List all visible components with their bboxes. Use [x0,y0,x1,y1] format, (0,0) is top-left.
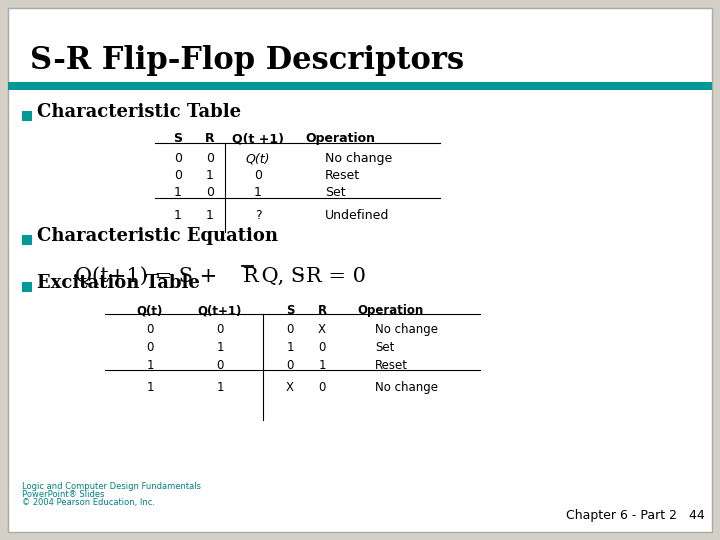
Text: ·: · [298,267,305,286]
Text: 0: 0 [206,186,214,199]
Text: Q(t+1) = S +: Q(t+1) = S + [75,267,224,286]
Text: Characteristic Table: Characteristic Table [37,103,241,121]
Text: 0: 0 [216,323,224,336]
Bar [22,282,32,292]
Text: Set: Set [325,186,346,199]
Text: ?: ? [255,209,261,222]
Text: 1: 1 [146,359,154,372]
Text: Undefined: Undefined [325,209,390,222]
Text: PowerPoint® Slides: PowerPoint® Slides [22,490,104,499]
Text: 1: 1 [206,169,214,182]
Text: S-R Flip-Flop Descriptors: S-R Flip-Flop Descriptors [30,45,464,76]
Text: R: R [243,267,258,286]
Text: Set: Set [375,341,395,354]
Text: © 2004 Pearson Education, Inc.: © 2004 Pearson Education, Inc. [22,498,155,507]
Bar [22,235,32,245]
Text: 0: 0 [146,323,153,336]
Text: Reset: Reset [325,169,360,182]
Text: 1: 1 [216,341,224,354]
Text: 1: 1 [146,381,154,394]
Text: No change: No change [325,152,392,165]
Bar [22,111,32,121]
Text: Operation: Operation [305,132,375,145]
Text: Q(t +1): Q(t +1) [232,132,284,145]
Text: R: R [318,304,327,317]
Text: Q(t+1): Q(t+1) [198,304,242,317]
Text: 0: 0 [174,152,182,165]
Text: Excitation Table: Excitation Table [37,274,200,292]
Text: 1: 1 [174,186,182,199]
Text: Operation: Operation [357,304,423,317]
Text: 1: 1 [174,209,182,222]
Text: 0: 0 [174,169,182,182]
Text: Q(t): Q(t) [246,152,270,165]
Text: 0: 0 [318,341,325,354]
Bar [8,82,712,90]
Text: 0: 0 [146,341,153,354]
Text: X: X [286,381,294,394]
Text: 1: 1 [216,381,224,394]
Text: X: X [318,323,326,336]
Text: Q(t): Q(t) [137,304,163,317]
Text: Reset: Reset [375,359,408,372]
Text: 1: 1 [287,341,294,354]
Text: R = 0: R = 0 [306,267,366,286]
Text: Characteristic Equation: Characteristic Equation [37,227,278,245]
Text: 0: 0 [287,359,294,372]
Text: 1: 1 [206,209,214,222]
Text: No change: No change [375,381,438,394]
Text: Chapter 6 - Part 2   44: Chapter 6 - Part 2 44 [566,509,705,522]
FancyBboxPatch shape [8,8,712,532]
Text: Q, S: Q, S [255,267,305,286]
Text: 0: 0 [254,169,262,182]
Text: 0: 0 [287,323,294,336]
Text: S: S [286,304,294,317]
Text: 1: 1 [318,359,325,372]
Text: S: S [174,132,182,145]
Text: R: R [205,132,215,145]
Text: 0: 0 [206,152,214,165]
Text: Logic and Computer Design Fundamentals: Logic and Computer Design Fundamentals [22,482,201,491]
Text: No change: No change [375,323,438,336]
Text: 0: 0 [318,381,325,394]
Text: 1: 1 [254,186,262,199]
Text: 0: 0 [216,359,224,372]
